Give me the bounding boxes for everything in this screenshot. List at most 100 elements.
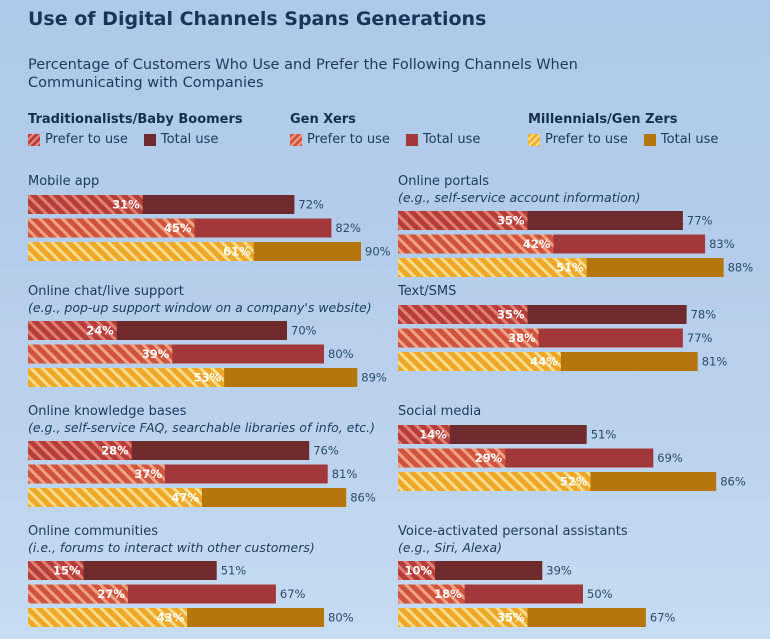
prefer-value-label: 51% — [556, 261, 584, 275]
total-value-label: 69% — [657, 451, 683, 465]
total-value-label: 88% — [728, 261, 754, 275]
prefer-value-label: 44% — [530, 355, 558, 369]
bar-prefer-to-use — [398, 305, 528, 324]
total-value-label: 72% — [298, 198, 324, 212]
prefer-value-label: 38% — [508, 331, 536, 345]
total-value-label: 89% — [361, 371, 387, 385]
total-value-label: 67% — [280, 587, 306, 601]
bar-prefer-to-use — [398, 234, 554, 254]
prefer-value-label: 61% — [223, 245, 251, 259]
bar-prefer-to-use — [28, 464, 165, 484]
total-value-label: 51% — [221, 564, 247, 578]
category-group: Social media 14% 51% 29% 69% 52% 86% — [398, 404, 746, 491]
bar-prefer-to-use — [28, 242, 254, 261]
bar-prefer-to-use — [28, 195, 143, 214]
category-group: Mobile app 31% 72% 45% 82% 61% 90% — [28, 174, 391, 261]
prefer-value-label: 35% — [497, 214, 525, 228]
total-value-label: 90% — [365, 245, 391, 259]
legend-label-prefer: Prefer to use — [307, 132, 390, 147]
prefer-value-label: 18% — [434, 587, 462, 601]
legend-label-total: Total use — [660, 132, 719, 147]
legend-title: Gen Xers — [290, 112, 356, 127]
category-label: Online chat/live support — [28, 284, 184, 299]
prefer-value-label: 52% — [560, 475, 588, 489]
bar-prefer-to-use — [398, 472, 591, 491]
total-value-label: 78% — [691, 308, 717, 322]
category-group: Online chat/live support(e.g., pop-up su… — [28, 284, 387, 387]
total-value-label: 86% — [720, 475, 746, 489]
prefer-value-label: 28% — [101, 444, 129, 458]
legend-group-genx: Gen Xers Prefer to use Total use — [290, 112, 496, 147]
bar-prefer-to-use — [28, 368, 225, 387]
prefer-value-label: 53% — [194, 371, 222, 385]
total-value-label: 80% — [328, 347, 354, 361]
legend-group-traditionalists: Traditionalists/Baby Boomers Prefer to u… — [28, 112, 243, 147]
legend-title: Traditionalists/Baby Boomers — [28, 112, 243, 127]
category-group: Online knowledge bases(e.g., self-servic… — [28, 404, 376, 507]
category-label: Voice-activated personal assistants — [398, 524, 628, 539]
category-sublabel: (e.g., pop-up support window on a compan… — [28, 300, 372, 315]
prefer-value-label: 31% — [112, 198, 140, 212]
total-value-label: 67% — [650, 611, 676, 625]
bar-prefer-to-use — [398, 448, 506, 468]
prefer-value-label: 10% — [404, 564, 432, 578]
prefer-value-label: 43% — [157, 611, 185, 625]
prefer-value-label: 35% — [497, 308, 525, 322]
legend-label-total: Total use — [160, 132, 219, 147]
total-value-label: 76% — [313, 444, 339, 458]
total-value-label: 39% — [546, 564, 572, 578]
prefer-value-label: 47% — [171, 491, 199, 505]
prefer-value-label: 24% — [86, 324, 114, 338]
bar-prefer-to-use — [398, 258, 587, 277]
legend-label-prefer: Prefer to use — [545, 132, 628, 147]
category-sublabel: (e.g., self-service FAQ, searchable libr… — [28, 420, 375, 435]
legend-title: Millennials/Gen Zers — [528, 112, 678, 127]
prefer-value-label: 39% — [142, 347, 170, 361]
chart-title: Use of Digital Channels Spans Generation… — [28, 8, 487, 30]
prefer-value-label: 37% — [134, 467, 162, 481]
prefer-value-label: 27% — [97, 587, 125, 601]
bar-prefer-to-use — [398, 561, 435, 580]
bar-prefer-to-use — [28, 608, 188, 627]
bar-prefer-to-use — [398, 352, 561, 371]
total-value-label: 77% — [687, 214, 713, 228]
total-value-label: 81% — [702, 355, 728, 369]
category-label: Social media — [398, 404, 481, 419]
category-label: Text/SMS — [397, 284, 456, 299]
bar-prefer-to-use — [28, 441, 132, 460]
bar-prefer-to-use — [398, 584, 465, 604]
total-value-label: 70% — [291, 324, 317, 338]
category-group: Voice-activated personal assistants(e.g.… — [398, 524, 676, 627]
legend-swatch-total — [405, 133, 418, 146]
category-label: Online portals — [398, 174, 489, 189]
legend-label-total: Total use — [422, 132, 481, 147]
category-group: Text/SMS 35% 78% 38% 77% 44% 81% — [397, 284, 727, 371]
prefer-value-label: 14% — [419, 428, 447, 442]
category-label: Online knowledge bases — [28, 404, 187, 419]
legend-swatch-prefer — [528, 133, 540, 146]
category-sublabel: (i.e., forums to interact with other cus… — [28, 540, 315, 555]
legend-swatch-prefer — [28, 133, 40, 146]
bar-prefer-to-use — [398, 608, 528, 627]
category-label: Online communities — [28, 524, 158, 539]
bar-prefer-to-use — [398, 328, 539, 348]
category-group: Online communities(i.e., forums to inter… — [28, 524, 354, 627]
bar-prefer-to-use — [28, 561, 84, 580]
category-group: Online portals(e.g., self-service accoun… — [398, 174, 753, 277]
bar-prefer-to-use — [398, 425, 450, 444]
total-value-label: 86% — [350, 491, 376, 505]
bar-prefer-to-use — [28, 321, 117, 340]
prefer-value-label: 29% — [475, 451, 503, 465]
total-value-label: 50% — [587, 587, 613, 601]
category-label: Mobile app — [28, 174, 99, 189]
bar-prefer-to-use — [28, 584, 128, 604]
bar-prefer-to-use — [398, 211, 528, 230]
prefer-value-label: 35% — [497, 611, 525, 625]
total-value-label: 83% — [709, 237, 735, 251]
bar-prefer-to-use — [28, 218, 195, 238]
prefer-value-label: 42% — [523, 237, 551, 251]
total-value-label: 51% — [591, 428, 617, 442]
category-sublabel: (e.g., self-service account information) — [398, 190, 641, 205]
legend-label-prefer: Prefer to use — [45, 132, 128, 147]
